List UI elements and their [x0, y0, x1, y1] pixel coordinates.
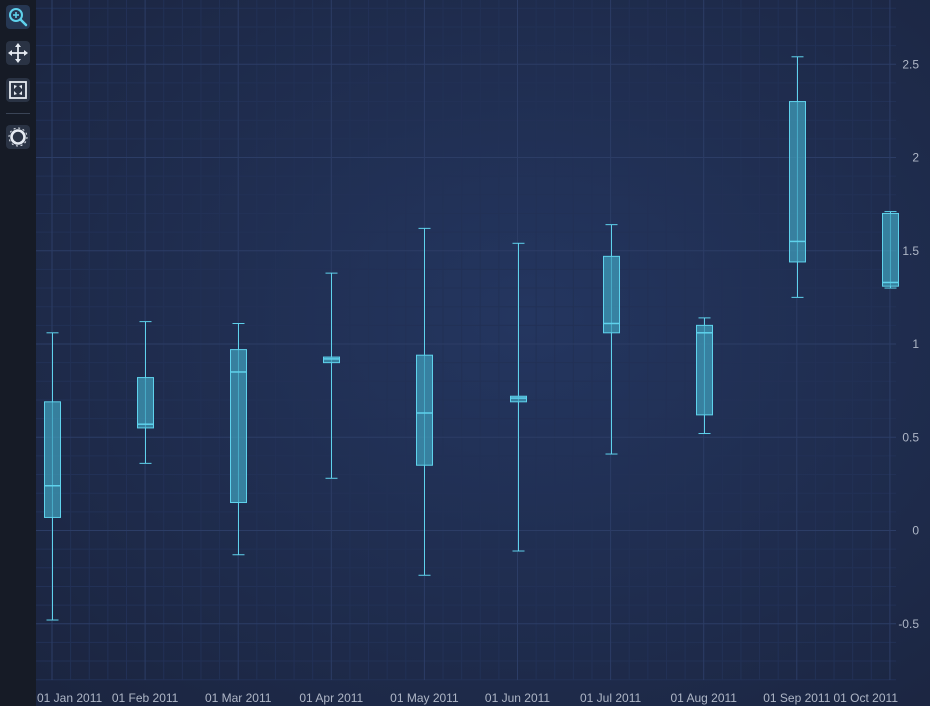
y-tick-label: 1.5: [902, 244, 919, 258]
box-3: [230, 322, 247, 556]
y-tick-label: 1: [912, 337, 919, 351]
y-axis: -0.5 0 0.5 1 1.5 2 2.5: [898, 57, 919, 631]
zoom-extents-button[interactable]: [6, 78, 30, 102]
x-tick-label: 01 Jul 2011: [580, 691, 641, 705]
x-tick-label: 01 Mar 2011: [205, 691, 272, 705]
box-9: [789, 56, 806, 298]
x-tick-label: 01 Oct 2011: [834, 691, 899, 705]
box-body: [882, 212, 899, 287]
x-tick-label: 01 Apr 2011: [299, 691, 363, 705]
x-tick-label: 01 Aug 2011: [670, 691, 737, 705]
box-5: [416, 227, 433, 576]
zoom-extents-icon: [9, 81, 27, 99]
box-body: [416, 354, 433, 466]
y-tick-label: 0.5: [902, 430, 919, 444]
box-6: [510, 242, 527, 552]
y-tick-label: 0: [912, 524, 919, 538]
x-tick-label: 01 May 2011: [390, 691, 459, 705]
toolbar-divider: [6, 113, 30, 114]
box-body: [44, 401, 61, 518]
y-tick-label: -0.5: [898, 617, 919, 631]
y-tick-label: 2.5: [902, 57, 919, 71]
box-1: [44, 332, 61, 621]
zoom-icon: [9, 8, 28, 27]
chart-background: [36, 0, 930, 706]
rollover-button[interactable]: [6, 125, 30, 149]
rollover-icon: [8, 127, 28, 147]
box-body: [696, 324, 713, 416]
zoom-button[interactable]: [6, 5, 30, 29]
box-7: [603, 224, 620, 455]
box-body: [510, 395, 527, 403]
x-tick-label: 01 Sep 2011: [763, 691, 830, 705]
box-body: [137, 377, 154, 429]
pan-button[interactable]: [6, 41, 30, 65]
box-4: [323, 272, 340, 479]
x-tick-label: 01 Jun 2011: [485, 691, 550, 705]
box-body: [323, 356, 340, 364]
x-tick-label: 01 Jan 2011: [37, 691, 102, 705]
box-2: [137, 321, 154, 464]
box-body: [230, 349, 247, 504]
minor-gridlines: [36, 0, 896, 681]
box-series: [44, 56, 899, 621]
chart-toolbar: [0, 0, 36, 706]
pan-icon: [8, 43, 28, 63]
x-tick-label: 01 Feb 2011: [112, 691, 179, 705]
box-10: [882, 211, 899, 289]
box-body: [789, 101, 806, 263]
box-8: [696, 317, 713, 435]
y-tick-label: 2: [912, 151, 919, 165]
box-body: [603, 255, 620, 334]
box-plot-chart[interactable]: -0.500.511.522.5 01 Jan 2011 01 Feb 2011 0…: [36, 0, 930, 706]
x-axis: 01 Jan 2011 01 Feb 2011 01 Mar 2011 01 Apr …: [37, 691, 898, 705]
